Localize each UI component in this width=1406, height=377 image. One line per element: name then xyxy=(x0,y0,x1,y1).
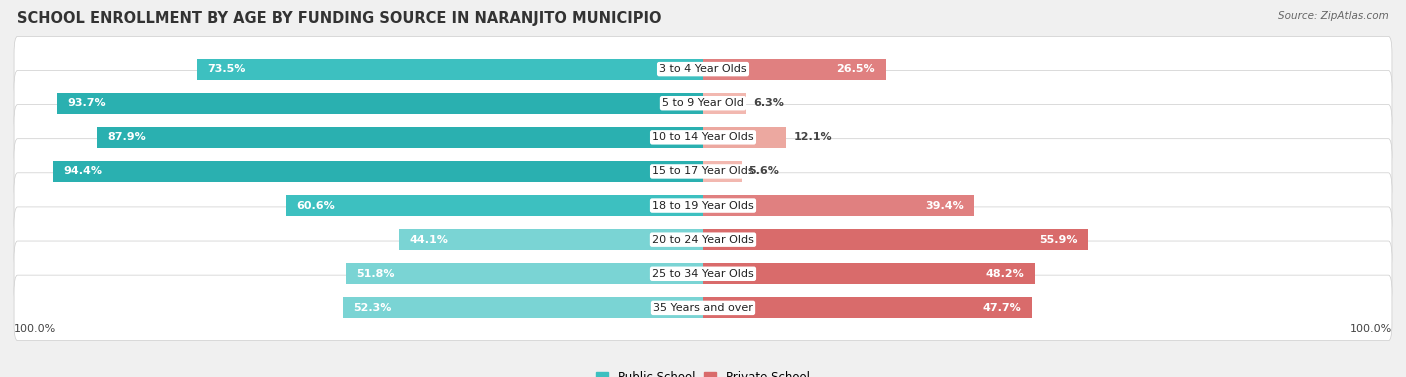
Text: 6.3%: 6.3% xyxy=(754,98,785,108)
Text: 93.7%: 93.7% xyxy=(67,98,107,108)
Text: 48.2%: 48.2% xyxy=(986,269,1025,279)
Text: Source: ZipAtlas.com: Source: ZipAtlas.com xyxy=(1278,11,1389,21)
Text: 39.4%: 39.4% xyxy=(925,201,965,211)
Bar xyxy=(52,161,703,182)
Text: 25 to 34 Year Olds: 25 to 34 Year Olds xyxy=(652,269,754,279)
Text: 3 to 4 Year Olds: 3 to 4 Year Olds xyxy=(659,64,747,74)
Bar xyxy=(58,93,703,114)
Bar xyxy=(399,229,703,250)
FancyBboxPatch shape xyxy=(14,275,1392,341)
Text: 47.7%: 47.7% xyxy=(983,303,1021,313)
Bar xyxy=(703,161,741,182)
Bar xyxy=(346,263,703,284)
FancyBboxPatch shape xyxy=(14,104,1392,170)
FancyBboxPatch shape xyxy=(14,241,1392,307)
Bar xyxy=(703,127,786,148)
Text: 52.3%: 52.3% xyxy=(353,303,391,313)
Text: 94.4%: 94.4% xyxy=(63,166,103,176)
Bar xyxy=(97,127,703,148)
Text: 10 to 14 Year Olds: 10 to 14 Year Olds xyxy=(652,132,754,143)
Bar xyxy=(703,297,1032,319)
Bar xyxy=(285,195,703,216)
Bar xyxy=(197,58,703,80)
Text: 12.1%: 12.1% xyxy=(793,132,832,143)
FancyBboxPatch shape xyxy=(14,139,1392,204)
Bar xyxy=(703,93,747,114)
Bar xyxy=(703,195,974,216)
FancyBboxPatch shape xyxy=(14,36,1392,102)
Legend: Public School, Private School: Public School, Private School xyxy=(592,366,814,377)
Bar xyxy=(703,58,886,80)
Text: 73.5%: 73.5% xyxy=(207,64,245,74)
Bar xyxy=(703,263,1035,284)
Text: 5 to 9 Year Old: 5 to 9 Year Old xyxy=(662,98,744,108)
Text: SCHOOL ENROLLMENT BY AGE BY FUNDING SOURCE IN NARANJITO MUNICIPIO: SCHOOL ENROLLMENT BY AGE BY FUNDING SOUR… xyxy=(17,11,661,26)
Text: 18 to 19 Year Olds: 18 to 19 Year Olds xyxy=(652,201,754,211)
Bar xyxy=(703,229,1088,250)
Text: 100.0%: 100.0% xyxy=(1350,324,1392,334)
Text: 60.6%: 60.6% xyxy=(295,201,335,211)
Text: 15 to 17 Year Olds: 15 to 17 Year Olds xyxy=(652,166,754,176)
Text: 100.0%: 100.0% xyxy=(14,324,56,334)
Text: 20 to 24 Year Olds: 20 to 24 Year Olds xyxy=(652,234,754,245)
Text: 55.9%: 55.9% xyxy=(1039,234,1078,245)
FancyBboxPatch shape xyxy=(14,173,1392,238)
Text: 51.8%: 51.8% xyxy=(357,269,395,279)
FancyBboxPatch shape xyxy=(14,70,1392,136)
Bar xyxy=(343,297,703,319)
Text: 26.5%: 26.5% xyxy=(837,64,876,74)
Text: 5.6%: 5.6% xyxy=(748,166,779,176)
FancyBboxPatch shape xyxy=(14,207,1392,273)
Text: 44.1%: 44.1% xyxy=(409,234,449,245)
Text: 87.9%: 87.9% xyxy=(108,132,146,143)
Text: 35 Years and over: 35 Years and over xyxy=(652,303,754,313)
